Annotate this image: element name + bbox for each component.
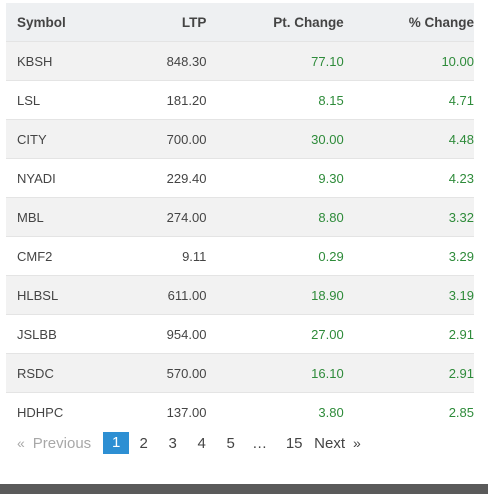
page-15-button[interactable]: 15 xyxy=(285,434,303,452)
cell-ltp: 611.00 xyxy=(125,275,207,315)
cell-pct-change: 4.48 xyxy=(343,119,474,159)
gainers-table: Symbol LTP Pt. Change % Change KBSH 848.… xyxy=(6,3,474,431)
cell-pt-change: 27.00 xyxy=(206,314,344,354)
cell-pct-change: 3.32 xyxy=(343,197,474,237)
table-row: CMF2 9.11 0.29 3.29 xyxy=(6,236,474,276)
table-header: Symbol LTP Pt. Change % Change xyxy=(6,3,474,42)
cell-symbol[interactable]: HDHPC xyxy=(6,392,126,431)
page-1-button[interactable]: 1 xyxy=(103,432,130,454)
table-row: HLBSL 611.00 18.90 3.19 xyxy=(6,275,474,315)
prev-arrow-icon: « xyxy=(17,435,25,451)
table-row: CITY 700.00 30.00 4.48 xyxy=(6,119,474,159)
cell-symbol[interactable]: HLBSL xyxy=(6,275,126,315)
cell-pt-change: 8.15 xyxy=(206,80,344,120)
cell-symbol[interactable]: MBL xyxy=(6,197,126,237)
bottom-bar xyxy=(0,484,488,494)
cell-ltp: 229.40 xyxy=(125,158,207,198)
cell-ltp: 137.00 xyxy=(125,392,207,431)
cell-pct-change: 3.29 xyxy=(343,236,474,276)
page-4-button[interactable]: 4 xyxy=(197,434,206,452)
cell-pt-change: 16.10 xyxy=(206,353,344,393)
cell-pct-change: 4.71 xyxy=(343,80,474,120)
cell-symbol[interactable]: KBSH xyxy=(6,41,126,81)
cell-pct-change: 10.00 xyxy=(343,41,474,81)
cell-ltp: 274.00 xyxy=(125,197,207,237)
cell-ltp: 181.20 xyxy=(125,80,207,120)
page-5-button[interactable]: 5 xyxy=(226,434,235,452)
cell-pct-change: 3.19 xyxy=(343,275,474,315)
cell-pt-change: 9.30 xyxy=(206,158,344,198)
gainers-table-container: Symbol LTP Pt. Change % Change KBSH 848.… xyxy=(6,3,474,431)
table-row: NYADI 229.40 9.30 4.23 xyxy=(6,158,474,198)
cell-symbol[interactable]: NYADI xyxy=(6,158,126,198)
cell-pct-change: 2.91 xyxy=(343,314,474,354)
table-row: JSLBB 954.00 27.00 2.91 xyxy=(6,314,474,354)
table-row: HDHPC 137.00 3.80 2.85 xyxy=(6,392,474,431)
cell-pt-change: 0.29 xyxy=(206,236,344,276)
header-pt-change[interactable]: Pt. Change xyxy=(206,3,344,42)
next-arrow-icon[interactable]: » xyxy=(353,435,361,451)
page-2-button[interactable]: 2 xyxy=(139,434,148,452)
cell-pt-change: 30.00 xyxy=(206,119,344,159)
cell-symbol[interactable]: RSDC xyxy=(6,353,126,393)
cell-symbol[interactable]: CMF2 xyxy=(6,236,126,276)
cell-pct-change: 2.85 xyxy=(343,392,474,431)
cell-pt-change: 77.10 xyxy=(206,41,344,81)
previous-page-button[interactable]: Previous xyxy=(32,434,92,452)
cell-pt-change: 8.80 xyxy=(206,197,344,237)
cell-symbol[interactable]: CITY xyxy=(6,119,126,159)
cell-ltp: 848.30 xyxy=(125,41,207,81)
pagination: « Previous 1 2 3 4 5 … 15 Next » xyxy=(6,431,474,455)
cell-symbol[interactable]: LSL xyxy=(6,80,126,120)
cell-pt-change: 3.80 xyxy=(206,392,344,431)
cell-ltp: 954.00 xyxy=(125,314,207,354)
header-row: Symbol LTP Pt. Change % Change xyxy=(6,3,474,42)
table-row: KBSH 848.30 77.10 10.00 xyxy=(6,41,474,81)
cell-pct-change: 2.91 xyxy=(343,353,474,393)
pagination-ellipsis: … xyxy=(252,434,268,452)
cell-ltp: 570.00 xyxy=(125,353,207,393)
cell-pt-change: 18.90 xyxy=(206,275,344,315)
table-row: MBL 274.00 8.80 3.32 xyxy=(6,197,474,237)
cell-pct-change: 4.23 xyxy=(343,158,474,198)
header-ltp[interactable]: LTP xyxy=(125,3,207,42)
cell-ltp: 700.00 xyxy=(125,119,207,159)
cell-ltp: 9.11 xyxy=(125,236,207,276)
header-symbol[interactable]: Symbol xyxy=(6,3,126,42)
page-3-button[interactable]: 3 xyxy=(168,434,177,452)
header-pct-change[interactable]: % Change xyxy=(343,3,474,42)
table-row: RSDC 570.00 16.10 2.91 xyxy=(6,353,474,393)
next-page-button[interactable]: Next xyxy=(314,434,345,452)
cell-symbol[interactable]: JSLBB xyxy=(6,314,126,354)
table-body: KBSH 848.30 77.10 10.00 LSL 181.20 8.15 … xyxy=(6,41,474,431)
table-row: LSL 181.20 8.15 4.71 xyxy=(6,80,474,120)
